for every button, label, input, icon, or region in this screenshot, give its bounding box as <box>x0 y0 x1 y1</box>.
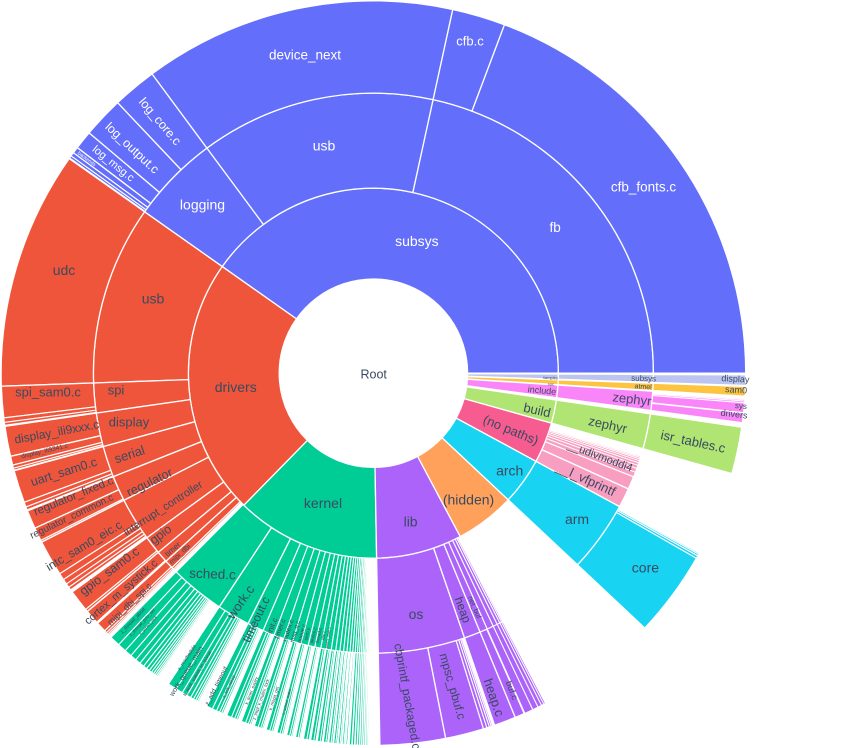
svg-text:core: core <box>632 560 659 576</box>
svg-text:usb: usb <box>142 291 165 307</box>
svg-text:z_sched_wake: z_sched_wake <box>281 688 293 716</box>
svg-text:spi_sam0.c: spi_sam0.c <box>15 385 81 400</box>
svg-text:arch: arch <box>496 463 523 479</box>
svg-text:queue.c: queue.c <box>297 623 308 644</box>
svg-text:build: build <box>522 400 552 421</box>
svg-text:samples: samples <box>543 375 558 381</box>
svg-text:subsys: subsys <box>395 233 439 249</box>
svg-text:os: os <box>409 606 424 622</box>
svg-text:(hidden): (hidden) <box>443 492 494 508</box>
svg-text:mem_slab.c: mem_slab.c <box>324 626 333 648</box>
svg-text:thread.c: thread.c <box>314 626 322 644</box>
svg-text:atmel: atmel <box>634 383 652 391</box>
svg-text:subsys: subsys <box>631 374 656 384</box>
svg-text:device_next: device_next <box>269 48 341 63</box>
svg-text:device.c: device.c <box>309 626 318 644</box>
svg-text:spi: spi <box>108 383 125 398</box>
svg-text:sched.c: sched.c <box>189 566 236 583</box>
svg-text:kernel: kernel <box>304 495 342 511</box>
svg-text:logging: logging <box>180 197 225 213</box>
svg-text:drivers: drivers <box>215 379 257 395</box>
svg-text:sam0: sam0 <box>725 384 748 396</box>
svg-text:display: display <box>721 373 750 384</box>
svg-text:cfb_fonts.c: cfb_fonts.c <box>611 180 677 195</box>
svg-text:include: include <box>527 384 556 397</box>
svg-text:drivers: drivers <box>720 408 748 421</box>
svg-text:idle.c: idle.c <box>320 630 327 640</box>
svg-text:udc: udc <box>53 262 76 278</box>
svg-text:soc: soc <box>548 381 554 386</box>
svg-text:sem.c: sem.c <box>303 626 312 641</box>
svg-text:usb: usb <box>313 138 336 154</box>
svg-text:Root: Root <box>360 367 387 381</box>
svg-text:zephyr: zephyr <box>612 389 653 408</box>
svg-text:display: display <box>109 415 150 430</box>
svg-text:cfb.c: cfb.c <box>456 34 484 49</box>
svg-text:arm: arm <box>565 511 589 527</box>
svg-text:fb: fb <box>549 220 560 235</box>
svg-text:lib: lib <box>404 513 418 529</box>
svg-text:sys: sys <box>735 401 748 411</box>
